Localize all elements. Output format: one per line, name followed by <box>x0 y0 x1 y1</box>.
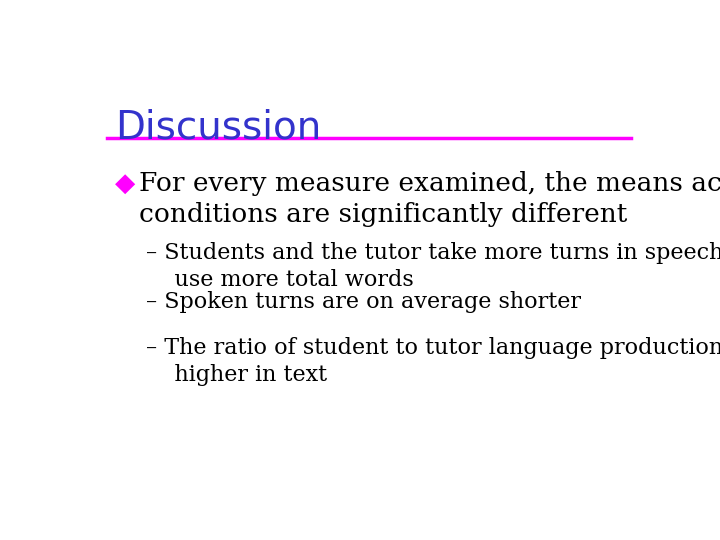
Text: – Students and the tutor take more turns in speech, and
    use more total words: – Students and the tutor take more turns… <box>145 241 720 291</box>
Text: For every measure examined, the means across
conditions are significantly differ: For every measure examined, the means ac… <box>139 171 720 227</box>
Text: Discussion: Discussion <box>115 109 321 146</box>
Text: – The ratio of student to tutor language production is
    higher in text: – The ratio of student to tutor language… <box>145 337 720 386</box>
Text: – Spoken turns are on average shorter: – Spoken turns are on average shorter <box>145 292 581 313</box>
Text: ◆: ◆ <box>115 171 135 197</box>
